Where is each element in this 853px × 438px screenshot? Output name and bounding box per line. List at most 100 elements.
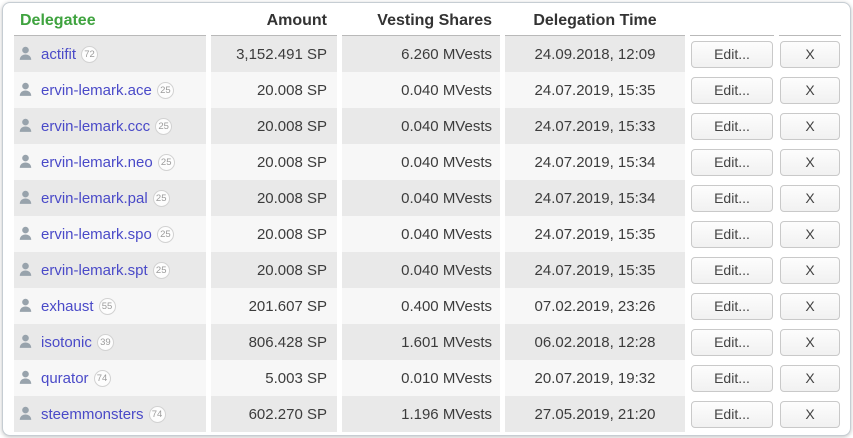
column-header-amount: Amount: [211, 6, 337, 36]
column-header-edit: [690, 6, 774, 36]
delegatee-link[interactable]: actifit: [41, 46, 77, 63]
reputation-badge: 74: [148, 406, 166, 423]
remove-button[interactable]: X: [780, 292, 840, 320]
table-row: isotonic 39 806.428 SP 1.601 MVests 06.02…: [14, 324, 841, 360]
table-row: ervin-lemark.ace 25 20.008 SP 0.040 MVest…: [14, 72, 841, 108]
column-header-delegatee: Delegatee: [14, 6, 206, 36]
column-header-delegation-time: Delegation Time: [505, 6, 685, 36]
table-row: ervin-lemark.spt 25 20.008 SP 0.040 MVest…: [14, 252, 841, 288]
delegatee-link[interactable]: ervin-lemark.ace: [41, 82, 152, 99]
edit-button[interactable]: Edit...: [691, 148, 773, 176]
reputation-badge: 72: [81, 46, 99, 63]
vesting-shares-cell: 1.196 MVests: [342, 396, 500, 432]
edit-cell: Edit...: [690, 108, 774, 144]
remove-cell: X: [779, 72, 841, 108]
user-icon: [17, 189, 34, 206]
edit-button[interactable]: Edit...: [691, 328, 773, 356]
delegatee-link[interactable]: ervin-lemark.spo: [41, 226, 152, 243]
delegatee-cell: exhaust 55: [14, 288, 206, 324]
table-row: actifit 72 3,152.491 SP 6.260 MVests 24.0…: [14, 36, 841, 72]
edit-button[interactable]: Edit...: [691, 76, 773, 104]
edit-cell: Edit...: [690, 36, 774, 72]
remove-cell: X: [779, 36, 841, 72]
edit-button[interactable]: Edit...: [691, 40, 773, 68]
vesting-shares-cell: 0.040 MVests: [342, 72, 500, 108]
edit-button[interactable]: Edit...: [691, 292, 773, 320]
table-row: ervin-lemark.neo 25 20.008 SP 0.040 MVest…: [14, 144, 841, 180]
vesting-shares-cell: 0.010 MVests: [342, 360, 500, 396]
remove-button[interactable]: X: [780, 256, 840, 284]
delegation-time-cell: 24.07.2019, 15:35: [505, 216, 685, 252]
vesting-shares-cell: 0.040 MVests: [342, 252, 500, 288]
delegation-time-cell: 24.07.2019, 15:35: [505, 72, 685, 108]
edit-cell: Edit...: [690, 72, 774, 108]
user-icon: [17, 225, 34, 242]
delegatee-cell: steemmonsters 74: [14, 396, 206, 432]
reputation-badge: 25: [156, 226, 174, 243]
column-header-remove: [779, 6, 841, 36]
table-row: steemmonsters 74 602.270 SP 1.196 MVests …: [14, 396, 841, 432]
reputation-badge: 25: [152, 190, 170, 207]
remove-button[interactable]: X: [780, 328, 840, 356]
amount-cell: 20.008 SP: [211, 216, 337, 252]
table-row: qurator 74 5.003 SP 0.010 MVests 20.07.20…: [14, 360, 841, 396]
user-icon: [17, 369, 34, 386]
remove-button[interactable]: X: [780, 364, 840, 392]
vesting-shares-cell: 0.040 MVests: [342, 180, 500, 216]
edit-button[interactable]: Edit...: [691, 256, 773, 284]
delegatee-cell: ervin-lemark.neo 25: [14, 144, 206, 180]
edit-cell: Edit...: [690, 144, 774, 180]
remove-cell: X: [779, 216, 841, 252]
delegation-time-cell: 24.07.2019, 15:34: [505, 144, 685, 180]
column-header-vesting-shares: Vesting Shares: [342, 6, 500, 36]
user-icon: [17, 153, 34, 170]
delegatee-link[interactable]: qurator: [41, 370, 89, 387]
reputation-badge: 55: [98, 298, 116, 315]
delegations-table: Delegatee Amount Vesting Shares Delegati…: [9, 6, 846, 432]
remove-button[interactable]: X: [780, 112, 840, 140]
reputation-badge: 74: [93, 370, 111, 387]
user-icon: [17, 45, 34, 62]
delegatee-link[interactable]: ervin-lemark.neo: [41, 154, 153, 171]
delegation-time-cell: 06.02.2018, 12:28: [505, 324, 685, 360]
delegation-time-cell: 24.07.2019, 15:35: [505, 252, 685, 288]
edit-button[interactable]: Edit...: [691, 184, 773, 212]
vesting-shares-cell: 0.040 MVests: [342, 216, 500, 252]
edit-button[interactable]: Edit...: [691, 400, 773, 428]
reputation-badge: 25: [156, 82, 174, 99]
edit-button[interactable]: Edit...: [691, 364, 773, 392]
user-icon: [17, 117, 34, 134]
edit-button[interactable]: Edit...: [691, 112, 773, 140]
edit-cell: Edit...: [690, 252, 774, 288]
vesting-shares-cell: 0.400 MVests: [342, 288, 500, 324]
amount-cell: 20.008 SP: [211, 252, 337, 288]
remove-button[interactable]: X: [780, 220, 840, 248]
delegation-time-cell: 07.02.2019, 23:26: [505, 288, 685, 324]
table-row: exhaust 55 201.607 SP 0.400 MVests 07.02.…: [14, 288, 841, 324]
user-icon: [17, 297, 34, 314]
delegatee-link[interactable]: isotonic: [41, 334, 92, 351]
delegatee-cell: ervin-lemark.ace 25: [14, 72, 206, 108]
user-icon: [17, 81, 34, 98]
delegatee-link[interactable]: ervin-lemark.spt: [41, 262, 148, 279]
remove-cell: X: [779, 360, 841, 396]
edit-cell: Edit...: [690, 216, 774, 252]
remove-cell: X: [779, 180, 841, 216]
delegatee-link[interactable]: exhaust: [41, 298, 94, 315]
reputation-badge: 25: [155, 118, 173, 135]
remove-button[interactable]: X: [780, 76, 840, 104]
remove-button[interactable]: X: [780, 400, 840, 428]
amount-cell: 5.003 SP: [211, 360, 337, 396]
remove-button[interactable]: X: [780, 40, 840, 68]
delegatee-link[interactable]: ervin-lemark.ccc: [41, 118, 151, 135]
edit-button[interactable]: Edit...: [691, 220, 773, 248]
delegatee-link[interactable]: ervin-lemark.pal: [41, 190, 148, 207]
remove-cell: X: [779, 252, 841, 288]
remove-button[interactable]: X: [780, 148, 840, 176]
delegation-time-cell: 24.07.2019, 15:34: [505, 180, 685, 216]
edit-cell: Edit...: [690, 288, 774, 324]
delegatee-link[interactable]: steemmonsters: [41, 406, 144, 423]
remove-button[interactable]: X: [780, 184, 840, 212]
delegatee-cell: isotonic 39: [14, 324, 206, 360]
